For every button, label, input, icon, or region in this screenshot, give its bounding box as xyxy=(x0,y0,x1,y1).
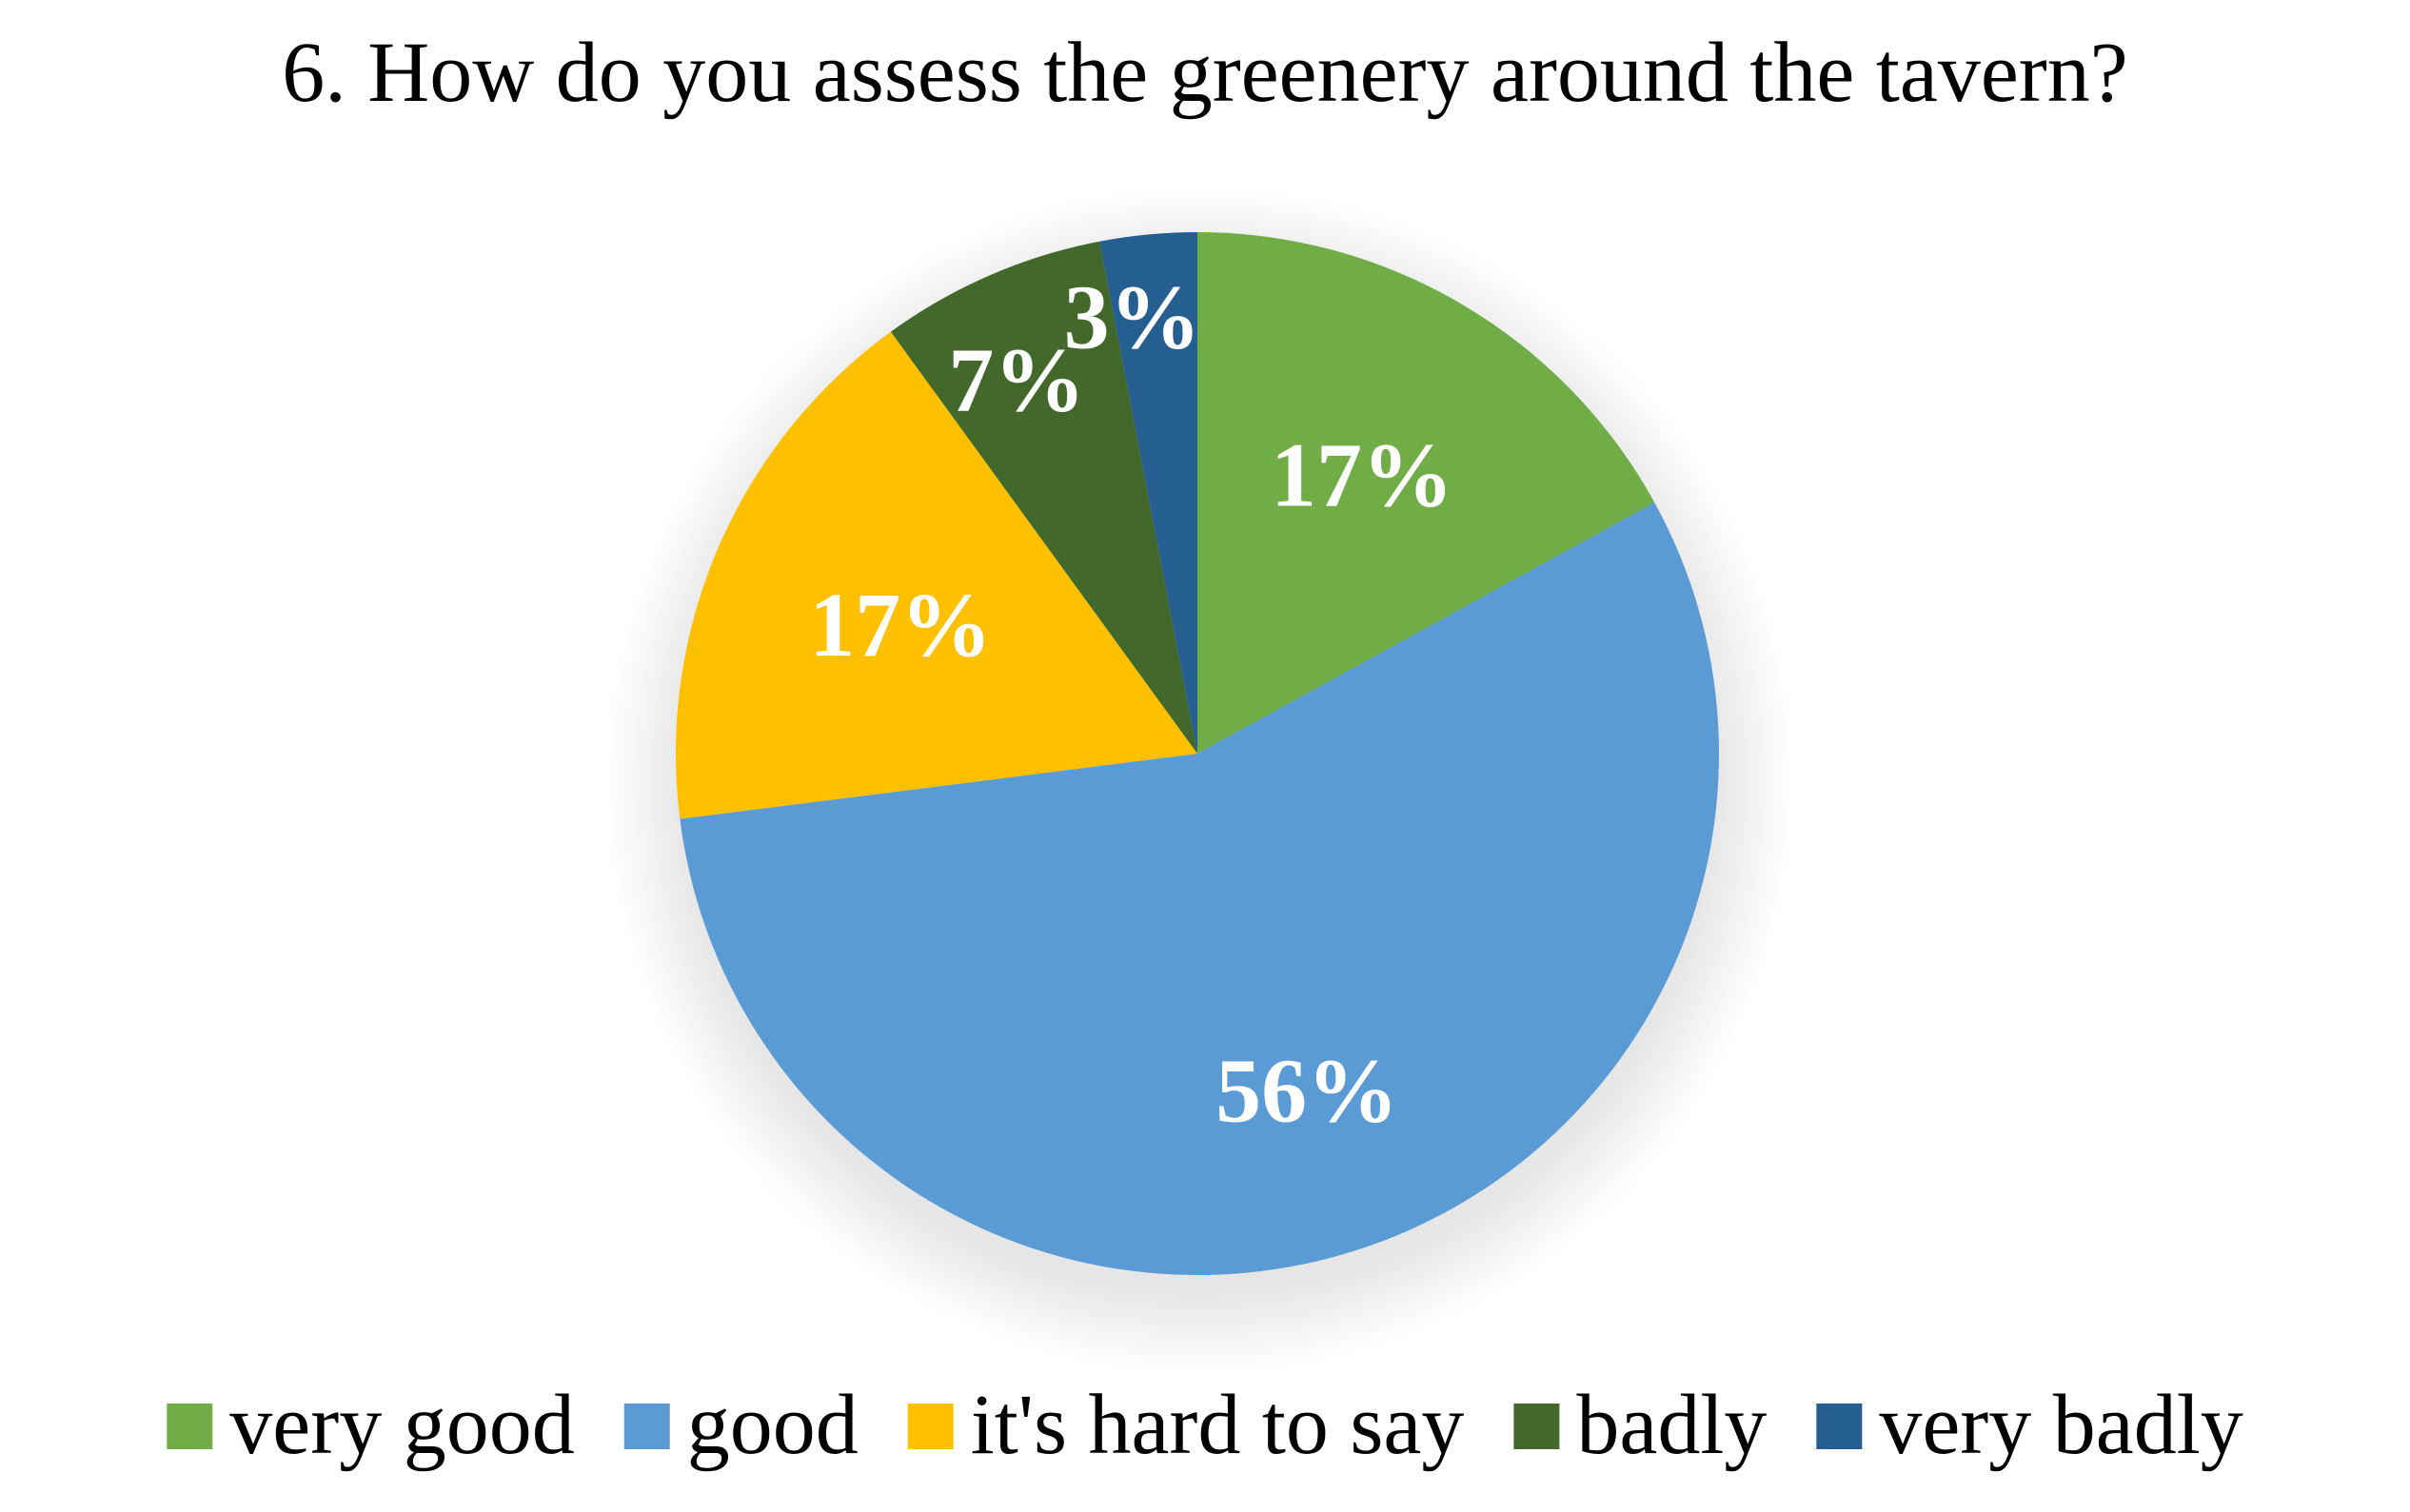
data-label-good: 56% xyxy=(1215,1039,1398,1141)
legend-swatch-good xyxy=(623,1404,670,1449)
slice-labels: 17% 56% 17% 7%3% xyxy=(809,266,1453,1142)
legend-label-good: good xyxy=(687,1378,859,1472)
legend-item-very-good: very good xyxy=(167,1378,575,1472)
pie-slice-good xyxy=(680,501,1720,1275)
legend-label-badly: badly xyxy=(1576,1378,1767,1472)
legend-label-very-good: very good xyxy=(229,1378,574,1472)
pie-slice-very-badly xyxy=(1099,232,1197,754)
legend-item-badly: badly xyxy=(1513,1378,1767,1472)
data-label-badly: 7% xyxy=(948,329,1085,431)
legend-label-very-badly: very badly xyxy=(1879,1378,2242,1472)
legend-swatch-badly xyxy=(1513,1404,1560,1449)
chart-title: 6. How do you assess the greenery around… xyxy=(282,26,2127,120)
pie-slice-badly xyxy=(890,241,1197,754)
legend-label-it-s-hard-to-say: it's hard to say xyxy=(971,1378,1465,1472)
legend-item-it-s-hard-to-say: it's hard to say xyxy=(907,1378,1465,1472)
pie-slice-it-s-hard-to-say xyxy=(676,331,1197,819)
data-label-very-good: 17% xyxy=(1271,424,1453,526)
legend-swatch-very-badly xyxy=(1816,1404,1863,1449)
pie-slices xyxy=(676,232,1720,1275)
legend-swatch-very-good xyxy=(167,1404,213,1449)
legend-swatch-it-s-hard-to-say xyxy=(907,1404,954,1449)
pie-slice-very-good xyxy=(1197,232,1655,754)
legend: very good good it's hard to say badly very b… xyxy=(167,1378,2243,1472)
legend-item-very-badly: very badly xyxy=(1816,1378,2243,1472)
data-label-very-badly: 3% xyxy=(1064,266,1201,368)
legend-item-good: good xyxy=(623,1378,859,1472)
data-label-it-s-hard-to-say: 17% xyxy=(809,574,992,676)
